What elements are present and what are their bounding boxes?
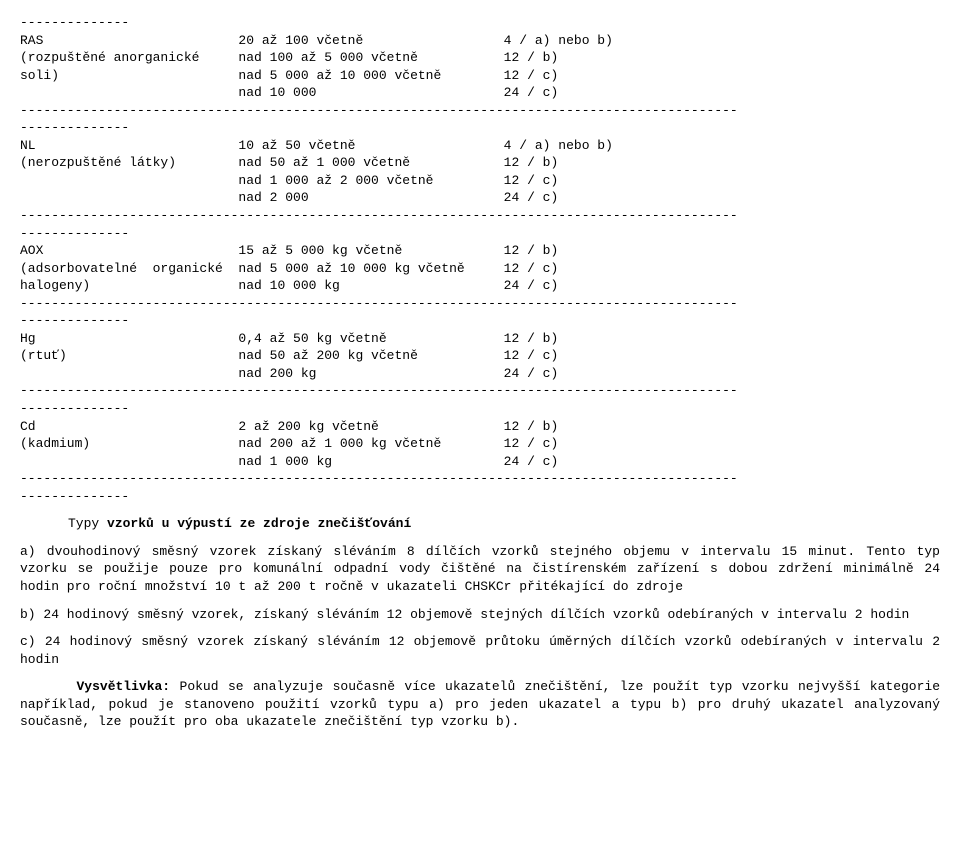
paragraph-c: c) 24 hodinový směsný vzorek získaný slé… bbox=[20, 633, 940, 668]
note-paragraph: Vysvětlivka: Pokud se analyzuje současně… bbox=[20, 678, 940, 731]
paragraph-b: b) 24 hodinový směsný vzorek, získaný sl… bbox=[20, 606, 940, 624]
section-title-prefix: Typy bbox=[68, 516, 107, 531]
section-title: Typy vzorků u výpustí ze zdroje znečišťo… bbox=[68, 515, 940, 533]
section-title-bold: vzorků u výpustí ze zdroje znečišťování bbox=[107, 516, 411, 531]
note-label: Vysvětlivka: bbox=[76, 679, 170, 694]
document-body: -------------- RAS 20 až 100 včetně 4 / … bbox=[20, 14, 940, 505]
paragraph-a: a) dvouhodinový směsný vzorek získaný sl… bbox=[20, 543, 940, 596]
